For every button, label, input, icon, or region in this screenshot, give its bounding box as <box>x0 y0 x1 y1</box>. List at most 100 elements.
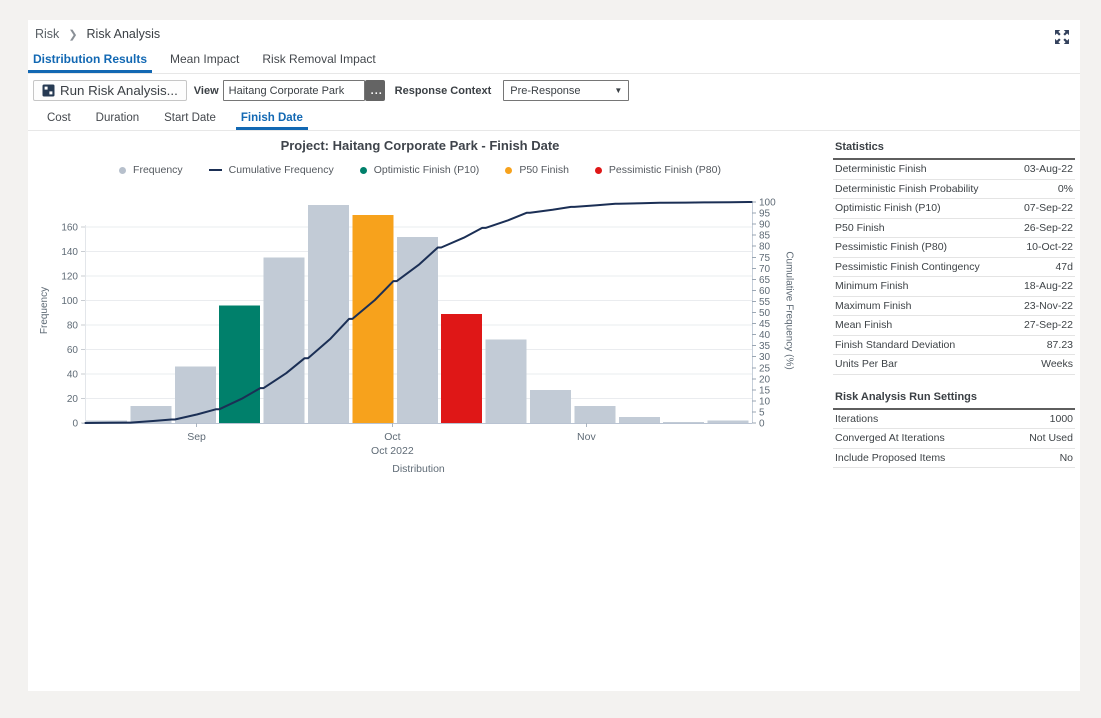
view-input[interactable] <box>222 80 365 101</box>
response-context-select[interactable]: Pre-Response ▼ <box>503 80 630 101</box>
stat-value: No <box>1059 451 1073 464</box>
subtab-start-date[interactable]: Start Date <box>164 112 216 124</box>
stat-value: 07-Sep-22 <box>1023 202 1073 215</box>
response-context-label: Response Context <box>394 84 492 97</box>
statistics-panel: Statistics Deterministic Finish 03-Aug-22… <box>833 138 1075 468</box>
stat-label: Finish Standard Deviation <box>835 338 956 351</box>
svg-text:85: 85 <box>759 231 771 242</box>
histogram-bar <box>441 313 483 423</box>
svg-text:Sep: Sep <box>187 431 206 443</box>
stat-label: Deterministic Finish <box>835 163 927 176</box>
stat-row: Include Proposed Items No <box>833 449 1075 468</box>
histogram-bar <box>352 214 394 423</box>
distribution-histogram-chart[interactable]: 0204060801001201401600510152025303540455… <box>60 195 786 480</box>
statistics-title: Statistics <box>833 138 1075 160</box>
run-settings-title: Risk Analysis Run Settings <box>833 388 1075 410</box>
subtab-cost[interactable]: Cost <box>47 112 71 124</box>
stat-row: Iterations 1000 <box>833 410 1075 429</box>
tab-distribution-results[interactable]: Distribution Results <box>28 49 153 73</box>
subtab-finish-date[interactable]: Finish Date <box>235 109 308 130</box>
stat-row: Pessimistic Finish Contingency 47d <box>833 258 1075 277</box>
histogram-bar <box>396 236 438 423</box>
view-picker-button[interactable]: ... <box>364 80 385 101</box>
subtab-duration[interactable]: Duration <box>95 112 140 124</box>
svg-text:80: 80 <box>759 242 771 253</box>
svg-text:0: 0 <box>72 419 78 430</box>
legend-dot-swatch <box>505 166 513 174</box>
stat-label: P50 Finish <box>835 221 885 234</box>
legend-line-swatch <box>208 169 222 171</box>
stat-label: Minimum Finish <box>835 280 909 293</box>
svg-text:25: 25 <box>759 363 771 374</box>
stat-value: 47d <box>1055 260 1073 273</box>
legend-item[interactable]: P50 Finish <box>505 164 569 176</box>
svg-text:Oct 2022: Oct 2022 <box>371 445 414 457</box>
tab-risk-removal-impact[interactable]: Risk Removal Impact <box>262 52 376 66</box>
stat-value: Not Used <box>1029 432 1073 445</box>
histogram-bar <box>574 405 616 423</box>
stat-label: Iterations <box>835 412 879 425</box>
histogram-bar <box>485 339 527 423</box>
breadcrumb-current: Risk Analysis <box>86 27 161 41</box>
stat-label: Mean Finish <box>835 319 893 332</box>
run-settings-rows: Iterations 1000 Converged At Iterations Not… <box>833 410 1075 468</box>
stat-row: Maximum Finish 23-Nov-22 <box>833 297 1075 316</box>
legend-item[interactable]: Frequency <box>119 164 183 176</box>
svg-text:140: 140 <box>61 247 78 258</box>
svg-text:100: 100 <box>759 198 776 209</box>
histogram-bar <box>263 257 305 423</box>
legend-item[interactable]: Optimistic Finish (P10) <box>359 164 479 176</box>
response-context-value: Pre-Response <box>510 84 581 97</box>
stat-value: Weeks <box>1041 358 1073 371</box>
stat-label: Maximum Finish <box>835 299 912 312</box>
breadcrumb: Risk ❯ Risk Analysis <box>35 23 160 45</box>
run-risk-analysis-label: Run Risk Analysis... <box>60 83 178 98</box>
run-analysis-icon <box>42 84 55 97</box>
svg-text:45: 45 <box>759 319 771 330</box>
chevron-down-icon: ▼ <box>614 86 623 95</box>
svg-text:160: 160 <box>61 223 78 234</box>
svg-text:Oct: Oct <box>384 431 400 443</box>
stat-row: Deterministic Finish Probability 0% <box>833 180 1075 199</box>
stat-row: Deterministic Finish 03-Aug-22 <box>833 160 1075 180</box>
legend-label: Cumulative Frequency <box>228 164 334 176</box>
stat-row: Minimum Finish 18-Aug-22 <box>833 277 1075 297</box>
fullscreen-button[interactable] <box>1053 28 1071 46</box>
histogram-bar <box>219 305 261 423</box>
legend-item[interactable]: Cumulative Frequency <box>208 164 334 176</box>
svg-text:40: 40 <box>67 370 79 381</box>
stat-label: Include Proposed Items <box>835 451 946 464</box>
legend-dot-swatch <box>594 166 602 174</box>
stat-row: Finish Standard Deviation 87.23 <box>833 336 1075 355</box>
histogram-bar <box>618 416 660 423</box>
svg-text:70: 70 <box>759 264 771 275</box>
svg-text:35: 35 <box>759 341 771 352</box>
run-risk-analysis-button[interactable]: Run Risk Analysis... <box>33 80 187 101</box>
stat-label: Units Per Bar <box>835 358 898 371</box>
svg-text:50: 50 <box>759 308 771 319</box>
stat-value: 27-Sep-22 <box>1023 319 1073 332</box>
stat-row: Units Per Bar Weeks <box>833 355 1075 375</box>
histogram-bar <box>130 405 172 423</box>
legend-label: Frequency <box>133 164 183 176</box>
stat-row: Mean Finish 27-Sep-22 <box>833 316 1075 336</box>
legend-dot-swatch <box>359 166 367 174</box>
svg-text:Nov: Nov <box>577 431 596 443</box>
tab-mean-impact[interactable]: Mean Impact <box>170 52 240 66</box>
statistics-rows: Deterministic Finish 03-Aug-22 Determinist… <box>833 160 1075 375</box>
toolbar: Run Risk Analysis... View ... Response C… <box>33 78 630 103</box>
svg-text:80: 80 <box>67 321 79 332</box>
stat-value: 1000 <box>1049 412 1073 425</box>
svg-text:90: 90 <box>759 220 771 231</box>
legend-item[interactable]: Pessimistic Finish (P80) <box>594 164 721 176</box>
svg-text:75: 75 <box>759 253 771 264</box>
svg-text:20: 20 <box>759 374 771 385</box>
view-label: View <box>193 84 219 97</box>
x-axis-label: Distribution <box>392 463 445 475</box>
stat-row: Pessimistic Finish (P80) 10-Oct-22 <box>833 238 1075 258</box>
breadcrumb-risk-link[interactable]: Risk <box>35 27 60 41</box>
histogram-bar <box>663 421 705 423</box>
svg-text:5: 5 <box>759 407 765 418</box>
result-type-tabstrip: Cost Duration Start Date Finish Date <box>28 110 1080 131</box>
stat-value: 03-Aug-22 <box>1023 163 1073 176</box>
